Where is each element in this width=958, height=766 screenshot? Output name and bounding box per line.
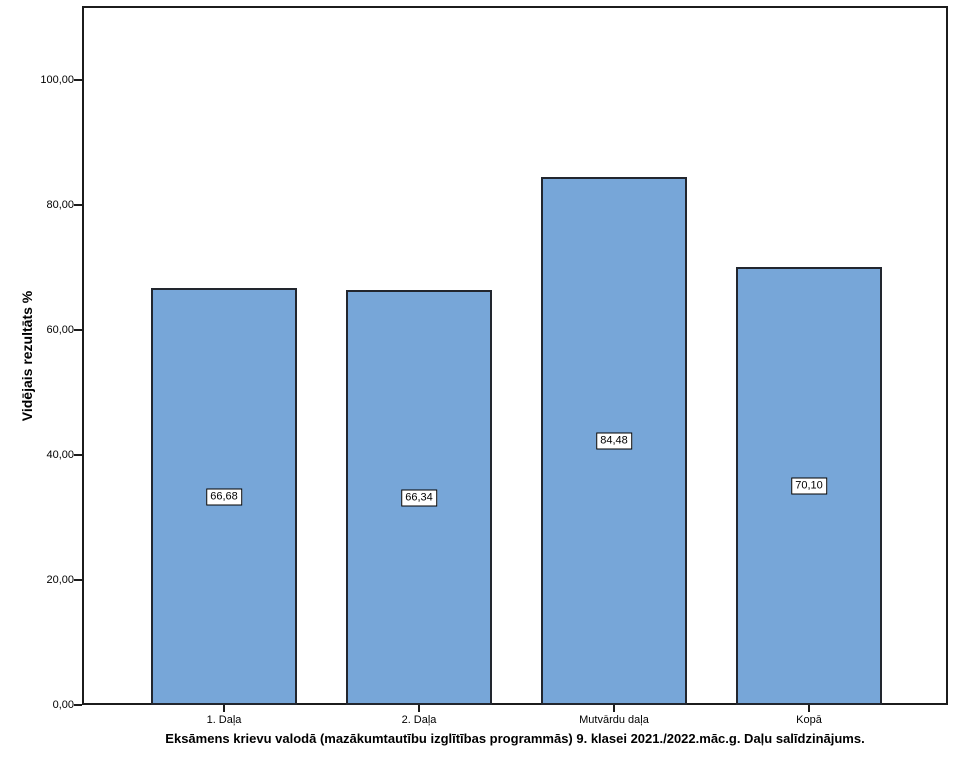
x-tick-label: Mutvārdu daļa: [579, 714, 649, 726]
chart-title: Eksāmens krievu valodā (mazākumtautību i…: [165, 731, 865, 746]
y-tick-mark: [74, 329, 82, 331]
y-tick-label: 40,00: [46, 449, 74, 461]
x-tick-mark: [418, 705, 420, 712]
x-tick-label: 2. Daļa: [401, 714, 437, 726]
bar-value-label: 66,68: [206, 488, 242, 505]
y-tick-label: 0,00: [52, 699, 74, 711]
y-tick-label: 20,00: [46, 574, 74, 586]
y-tick-mark: [74, 79, 82, 81]
x-tick-mark: [223, 705, 225, 712]
y-tick-mark: [74, 454, 82, 456]
bar-value-label: 84,48: [596, 432, 632, 450]
y-tick-label: 60,00: [46, 324, 74, 336]
bar-value-label: 66,34: [401, 489, 437, 506]
y-tick-mark: [74, 204, 82, 206]
bar-value-label: 70,10: [791, 477, 827, 495]
y-tick-mark: [74, 579, 82, 581]
y-axis-title: Vidējais rezultāts %: [19, 290, 35, 422]
y-tick-label: 80,00: [46, 199, 74, 211]
x-tick-label: Kopā: [796, 714, 822, 726]
y-tick-mark: [74, 704, 82, 706]
x-tick-mark: [808, 705, 810, 712]
x-tick-label: 1. Daļa: [206, 714, 242, 726]
x-tick-mark: [613, 705, 615, 712]
y-tick-label: 100,00: [40, 74, 74, 86]
